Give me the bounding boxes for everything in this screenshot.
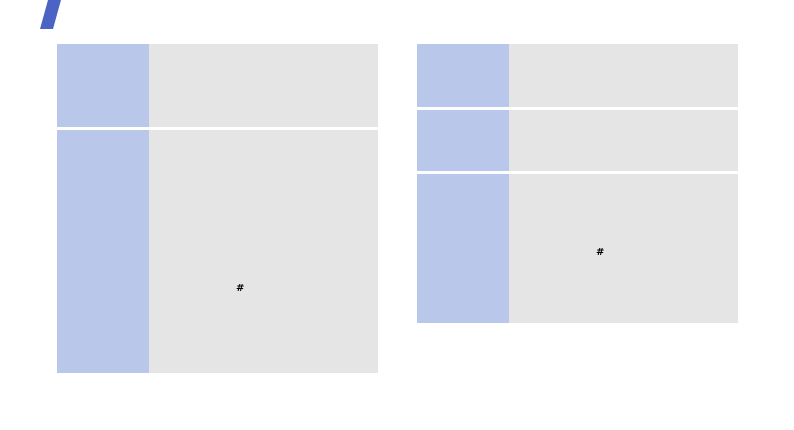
right-row-3-content: #	[509, 174, 738, 323]
right-row-2-label	[417, 110, 509, 171]
right-row-1-content	[509, 44, 738, 107]
left-row-2-content: #	[149, 130, 378, 373]
left-row-1-label	[57, 44, 149, 127]
right-row-2-content	[509, 110, 738, 171]
hash-key-symbol: #	[596, 247, 605, 258]
left-row-1-content	[149, 44, 378, 127]
page-marker-icon	[40, 0, 61, 29]
hash-key-symbol: #	[236, 283, 245, 294]
left-row-2-label	[57, 130, 149, 373]
right-row-1-label	[417, 44, 509, 107]
right-row-3-label	[417, 174, 509, 323]
